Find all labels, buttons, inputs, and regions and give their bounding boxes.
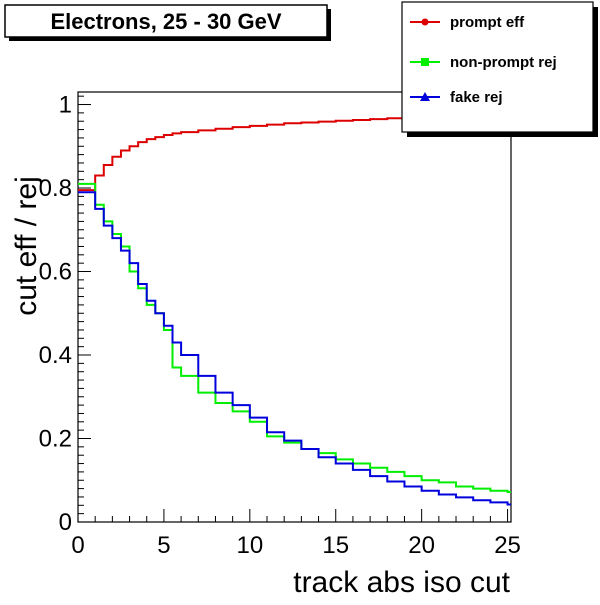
y-tick-label: 0.8 xyxy=(39,175,72,202)
legend-label: non-prompt rej xyxy=(450,54,557,71)
legend-marker-triangle xyxy=(420,92,430,101)
y-tick-label: 0.4 xyxy=(39,342,72,369)
series-line-fake-rej xyxy=(78,191,511,506)
legend: prompt eff non-prompt rej fake rej xyxy=(410,14,557,106)
x-tick-label: 5 xyxy=(157,532,170,559)
y-tick-label: 0.6 xyxy=(39,259,72,286)
legend-label: fake rej xyxy=(450,89,503,106)
y-tick-label: 1 xyxy=(59,92,72,119)
x-axis-label: track abs iso cut xyxy=(293,566,510,599)
legend-box xyxy=(401,1,594,133)
x-tick-label: 0 xyxy=(71,532,84,559)
x-tick-label: 15 xyxy=(322,532,349,559)
plot-frame xyxy=(77,91,512,523)
x-tick-label: 25 xyxy=(494,532,521,559)
title-box xyxy=(4,4,328,38)
legend-marker-square xyxy=(421,58,429,66)
axis-ticks: 0 5 10 15 20 25 0 0.2 0.4 0.6 0.8 1 xyxy=(39,92,521,559)
legend-marker-circle xyxy=(421,18,429,26)
chart-title: Electrons, 25 - 30 GeV xyxy=(50,9,281,34)
x-tick-label: 10 xyxy=(236,532,263,559)
x-tick-label: 20 xyxy=(408,532,435,559)
y-tick-label: 0 xyxy=(59,509,72,536)
legend-label: prompt eff xyxy=(450,14,525,31)
y-tick-label: 0.2 xyxy=(39,426,72,453)
y-axis-label: cut eff / rej xyxy=(10,176,43,316)
